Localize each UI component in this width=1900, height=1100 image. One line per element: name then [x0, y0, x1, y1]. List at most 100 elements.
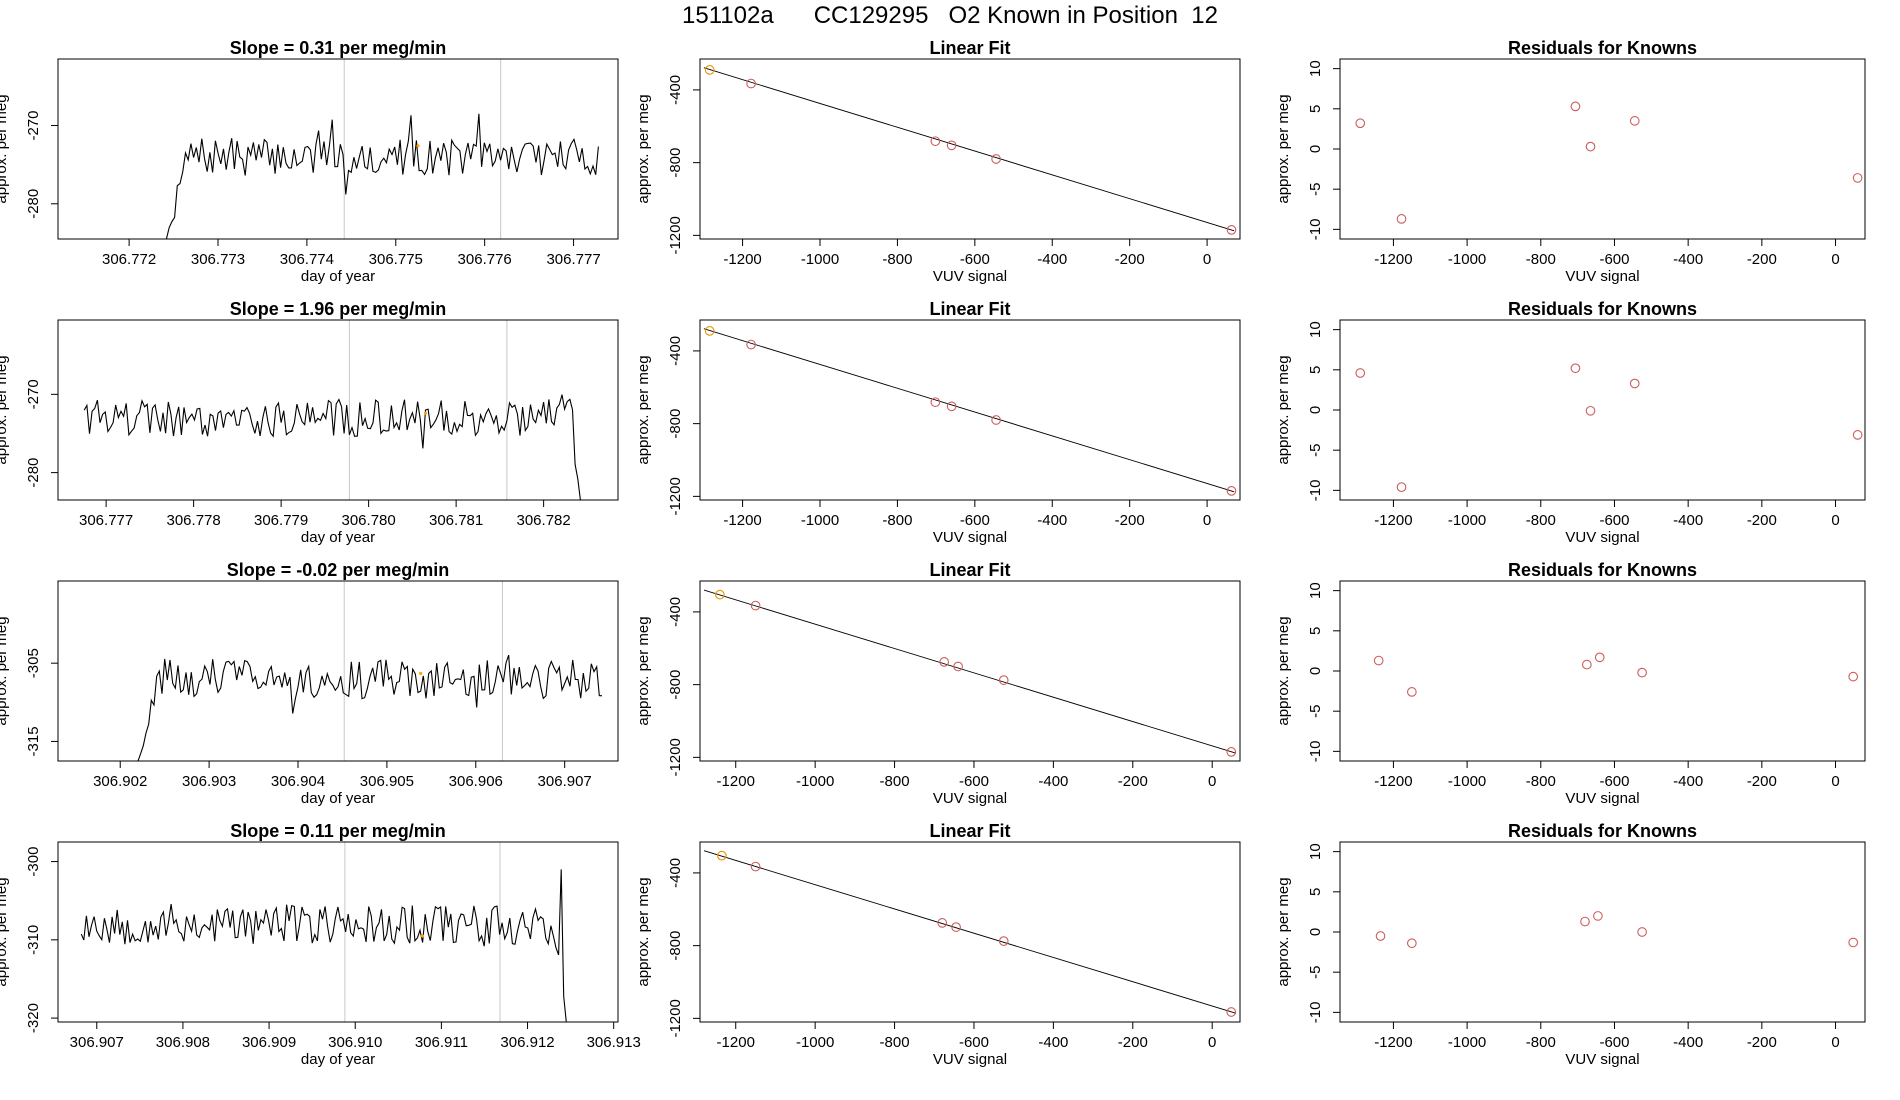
plot-frame [57, 319, 619, 501]
x-tick-label: -1000 [1448, 512, 1486, 529]
chart-title: Residuals for Knowns [1508, 38, 1697, 58]
x-tick-label: -1200 [717, 1034, 755, 1051]
data-point [1570, 101, 1581, 112]
x-axis-label: VUV signal [1565, 529, 1639, 546]
chart-panel-4: Slope = 1.96 per meg/min day of year appro… [0, 299, 619, 546]
y-tick-label: 5 [1307, 105, 1324, 113]
x-tick-label: -1000 [1448, 251, 1486, 268]
highlight-point [423, 411, 428, 415]
y-axis-label: approx. per meg [635, 355, 652, 464]
y-tick-label: -400 [667, 75, 684, 105]
chart-panel-7: Slope = -0.02 per meg/min day of year appr… [0, 560, 619, 807]
fit-line [703, 67, 1235, 232]
y-tick-label: -300 [25, 847, 42, 877]
y-axis-label: approx. per meg [1275, 877, 1292, 986]
x-axis-label: VUV signal [933, 268, 1007, 285]
chart-title: Slope = 1.96 per meg/min [230, 299, 447, 319]
chart-title: Slope = 0.11 per meg/min [230, 821, 446, 841]
chart-panel-9: Residuals for Knowns VUV signal approx. pe… [1275, 560, 1866, 807]
y-axis-label: approx. per meg [0, 94, 10, 203]
x-axis-label: day of year [301, 790, 375, 807]
x-tick-label: -1000 [796, 1034, 834, 1051]
x-tick-label: 306.905 [360, 773, 414, 790]
data-point [1585, 141, 1596, 152]
data-point [1629, 116, 1640, 126]
data-point [991, 415, 1001, 425]
x-tick-label: -800 [882, 251, 912, 268]
y-axis-label: approx. per meg [0, 877, 10, 986]
data-point [937, 918, 948, 928]
x-tick-label: -200 [1118, 1034, 1148, 1051]
data-point [1396, 214, 1407, 224]
x-tick-label: -600 [1599, 512, 1629, 529]
plot-area [80, 842, 567, 1022]
plot-area [1373, 652, 1859, 697]
x-tick-label: -200 [1115, 512, 1145, 529]
data-point [998, 675, 1009, 685]
x-axis-label: VUV signal [1565, 268, 1639, 285]
x-tick-label: -200 [1747, 1034, 1777, 1051]
x-tick-label: -1200 [1374, 1034, 1412, 1051]
x-tick-label: -600 [959, 773, 989, 790]
plot-frame [57, 58, 619, 240]
y-tick-label: -320 [25, 1003, 42, 1033]
chart-title: Slope = -0.02 per meg/min [227, 560, 450, 580]
chart-panel-3: Residuals for Knowns VUV signal approx. pe… [1275, 38, 1866, 285]
chart-panel-2: Linear Fit VUV signal approx. per meg -1200… [635, 38, 1241, 285]
x-tick-label: -200 [1747, 251, 1777, 268]
x-tick-label: -1000 [801, 251, 839, 268]
data-point [1580, 916, 1590, 927]
chart-panel-6: Residuals for Knowns VUV signal approx. pe… [1275, 299, 1866, 546]
data-point [991, 154, 1001, 164]
x-axis-label: VUV signal [933, 790, 1007, 807]
x-axis-label: VUV signal [1565, 790, 1639, 807]
plot-area [703, 326, 1237, 496]
x-tick-label: -800 [1526, 1034, 1556, 1051]
y-tick-label: -270 [25, 379, 42, 409]
x-tick-label: 306.773 [191, 251, 245, 268]
y-tick-label: -5 [1307, 705, 1324, 718]
y-tick-label: -800 [667, 148, 684, 178]
data-point [1848, 671, 1859, 682]
x-tick-label: -1000 [801, 512, 839, 529]
plot-area [703, 589, 1237, 757]
data-point [746, 78, 756, 89]
data-point [1373, 655, 1384, 666]
data-point [1375, 931, 1386, 941]
x-tick-label: -200 [1118, 773, 1148, 790]
x-tick-label: -1200 [723, 251, 761, 268]
plot-area [165, 59, 599, 239]
y-axis-label: approx. per meg [1275, 94, 1292, 203]
data-point [704, 65, 715, 75]
y-tick-label: -1200 [667, 999, 684, 1037]
plot-area [1355, 101, 1863, 224]
data-point [1226, 225, 1237, 235]
chart-panel-10: Slope = 0.11 per meg/min day of year appro… [0, 821, 641, 1068]
chart-panel-12: Residuals for Knowns VUV signal approx. pe… [1275, 821, 1866, 1068]
data-point [939, 657, 950, 667]
y-tick-label: -1200 [667, 738, 684, 776]
x-tick-label: 306.782 [517, 512, 571, 529]
y-tick-label: -400 [667, 597, 684, 627]
x-tick-label: -600 [959, 1034, 989, 1051]
x-tick-label: 306.780 [342, 512, 396, 529]
data-point [716, 850, 727, 861]
x-axis-label: VUV signal [933, 529, 1007, 546]
data-point [750, 600, 761, 611]
data-point [1594, 652, 1605, 663]
x-tick-label: -1200 [1374, 773, 1412, 790]
fit-line [703, 328, 1235, 493]
data-series-line [83, 394, 581, 500]
x-tick-label: -400 [1673, 1034, 1703, 1051]
data-point [1406, 938, 1417, 949]
plot-area [83, 320, 581, 500]
fit-line [703, 850, 1237, 1014]
data-point [715, 589, 725, 600]
x-tick-label: -1200 [1374, 251, 1412, 268]
x-tick-label: 306.781 [429, 512, 483, 529]
y-tick-label: 10 [1307, 321, 1324, 338]
data-point [946, 140, 957, 151]
x-tick-label: -1000 [1448, 773, 1486, 790]
data-point [1226, 486, 1237, 496]
